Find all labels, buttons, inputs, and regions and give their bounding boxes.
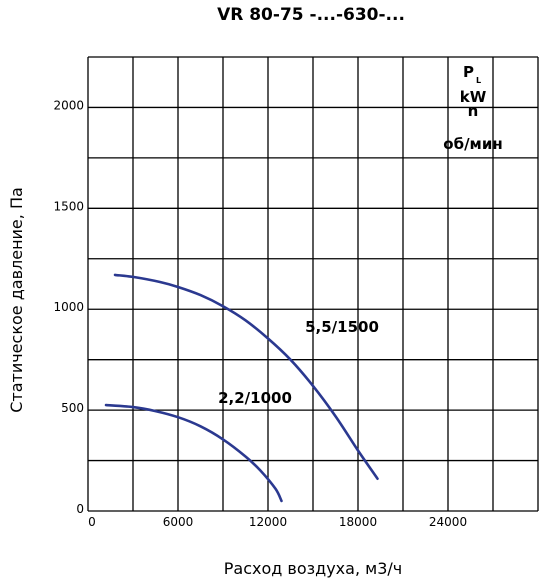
y-tick-label: 2000 (53, 98, 84, 112)
y-tick-label: 1500 (53, 199, 84, 213)
x-tick-label: 12000 (249, 515, 287, 529)
series-label: 2,2/1000 (218, 389, 292, 407)
x-tick-label: 0 (88, 515, 96, 529)
legend-p: P (463, 63, 474, 81)
legend-unit: об/мин (443, 135, 502, 153)
series-layer: 5,5/1500 2,2/1000 (104, 273, 379, 503)
x-tick-label: 6000 (163, 515, 194, 529)
legend-n: n (468, 102, 479, 120)
y-tick-label: 500 (61, 401, 84, 415)
y-tick-labels: 0 500 1000 1500 2000 (53, 98, 84, 516)
legend-p-subscript: L (476, 76, 481, 85)
series-curve (104, 403, 283, 503)
legend-kw: kW (460, 88, 487, 106)
x-tick-labels: 0 6000 12000 18000 24000 (88, 515, 467, 529)
y-tick-label: 0 (76, 502, 84, 516)
grid (87, 56, 539, 512)
y-tick-label: 1000 (53, 300, 84, 314)
legend: P L kW n об/мин (443, 63, 502, 153)
x-axis-label: Расход воздуха, м3/ч (224, 559, 402, 578)
y-axis-label: Статическое давление, Па (7, 187, 26, 413)
chart-title: VR 80-75 -...-630-... (217, 5, 405, 25)
x-tick-label: 24000 (429, 515, 467, 529)
x-tick-label: 18000 (339, 515, 377, 529)
series-label: 5,5/1500 (305, 318, 379, 336)
series-curve (113, 273, 379, 480)
